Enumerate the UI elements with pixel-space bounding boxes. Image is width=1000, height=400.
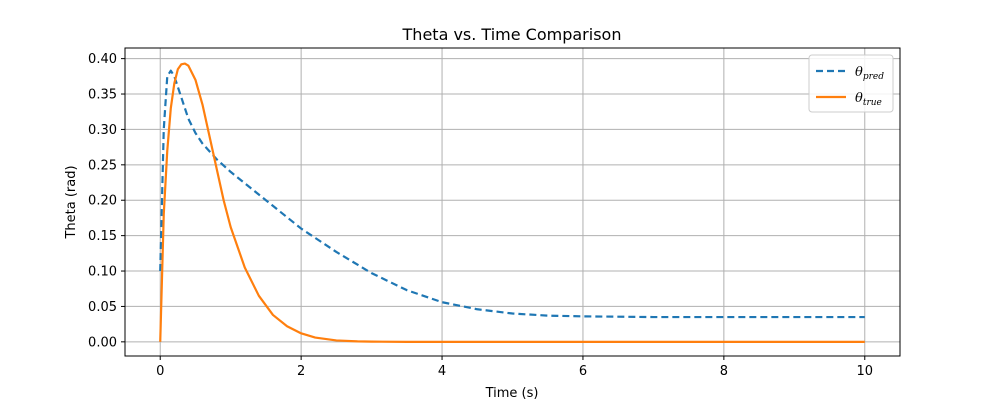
y-tick-label: 0.25 <box>88 158 117 173</box>
legend-label-true: θtrue <box>855 91 882 108</box>
x-tick-label: 6 <box>579 364 587 379</box>
series-line-pred <box>159 69 865 319</box>
y-tick-label: 0.00 <box>88 335 117 350</box>
plot-frame <box>124 47 901 357</box>
x-tick-label: 4 <box>438 364 446 379</box>
y-tick-label: 0.35 <box>88 88 117 103</box>
chart-title: Theta vs. Time Comparison <box>402 25 622 44</box>
y-tick-label: 0.30 <box>88 123 117 138</box>
y-axis-label: Theta (rad) <box>64 165 79 239</box>
y-tick-label: 0.05 <box>88 300 117 315</box>
legend: θpred θtrue <box>808 54 894 113</box>
grid <box>125 48 900 356</box>
x-tick-label: 8 <box>720 364 728 379</box>
x-axis-label: Time (s) <box>485 386 539 400</box>
y-tick-label: 0.15 <box>88 229 117 244</box>
axis-ticks: 0 2 4 6 8 10 0.00 0.05 0.10 0.15 0.20 0.25 0.30 0.35 0… <box>88 52 873 379</box>
y-tick-label: 0.40 <box>88 52 117 67</box>
y-tick-label: 0.10 <box>88 265 117 280</box>
x-tick-label: 10 <box>856 364 873 379</box>
x-tick-label: 0 <box>156 364 164 379</box>
y-tick-label: 0.20 <box>88 194 117 209</box>
x-tick-label: 2 <box>297 364 305 379</box>
plot-series <box>159 62 865 343</box>
series-line-true <box>159 62 865 343</box>
legend-label-pred: θpred <box>855 65 884 82</box>
